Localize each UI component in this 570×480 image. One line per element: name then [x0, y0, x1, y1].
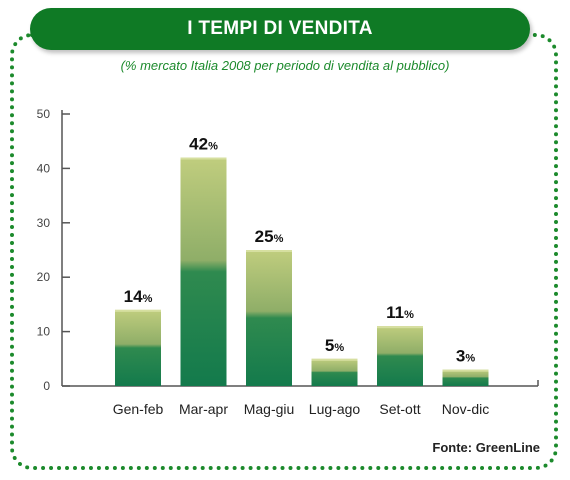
bar-top-edge	[180, 157, 227, 160]
bar-value-label: 42%	[189, 135, 218, 154]
bar-value-label: 14%	[124, 287, 153, 306]
chart-subtitle: (% mercato Italia 2008 per periodo di ve…	[120, 58, 450, 73]
bar	[442, 369, 489, 386]
y-tick-label: 10	[37, 325, 51, 339]
bar	[115, 309, 161, 386]
bar-value-label: 5%	[325, 336, 344, 355]
bar-top-edge	[115, 309, 161, 312]
y-tick-label: 30	[37, 216, 51, 230]
x-tick-label: Gen-feb	[113, 401, 164, 417]
bar	[246, 250, 292, 386]
x-tick-label: Set-ott	[379, 401, 420, 417]
y-tick-label: 0	[43, 379, 50, 393]
x-tick-label: Nov-dic	[442, 401, 489, 417]
header-banner: I TEMPI DI VENDITA	[30, 8, 530, 50]
bar	[180, 157, 227, 386]
x-tick-label: Mag-giu	[244, 401, 295, 417]
y-tick-label: 40	[37, 161, 51, 175]
bar-top-edge	[442, 369, 489, 372]
source-note: Fonte: GreenLine	[432, 440, 540, 455]
y-tick-label: 20	[37, 270, 51, 284]
chart-title: I TEMPI DI VENDITA	[187, 18, 373, 39]
bar-top-edge	[246, 250, 292, 252]
x-tick-label: Lug-ago	[309, 401, 361, 417]
bar-value-label: 11%	[386, 303, 414, 322]
bar-value-label: 3%	[456, 347, 475, 366]
bar-top-edge	[311, 358, 358, 361]
x-tick-label: Mar-apr	[179, 401, 228, 417]
bar-top-edge	[377, 326, 423, 329]
bar-value-label: 25%	[255, 227, 284, 246]
bar	[311, 358, 358, 386]
y-tick-label: 50	[37, 107, 51, 121]
bar	[377, 326, 423, 386]
